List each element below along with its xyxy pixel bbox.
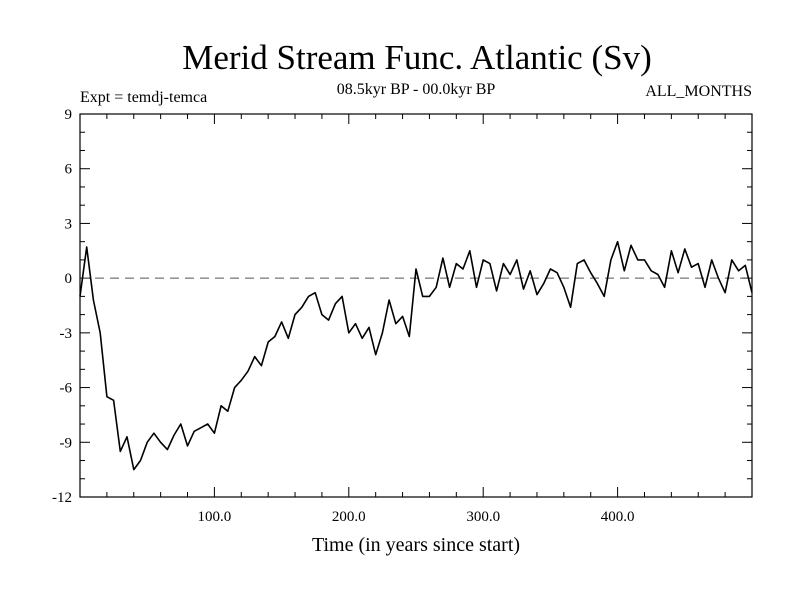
x-tick-label: 200.0 — [332, 509, 366, 525]
months-label: ALL_MONTHS — [645, 83, 752, 100]
y-tick-label: 0 — [65, 271, 73, 287]
y-tick-label: 6 — [65, 162, 73, 178]
x-tick-label: 100.0 — [198, 509, 232, 525]
y-tick-label: -12 — [52, 490, 72, 506]
x-tick-labels: 100.0 200.0 300.0 400.0 — [198, 509, 635, 525]
x-tick-label: 400.0 — [601, 509, 635, 525]
x-axis-label: Time (in years since start) — [312, 534, 520, 556]
chart-title: Merid Stream Func. Atlantic (Sv) — [182, 38, 652, 77]
data-series-line — [79, 240, 753, 471]
y-tick-label: -6 — [60, 381, 73, 397]
y-tick-labels: -12 -9 -6 -3 0 3 6 9 — [52, 107, 73, 506]
time-range-label: 08.5kyr BP - 00.0kyr BP — [337, 81, 496, 98]
y-tick-label: 3 — [65, 216, 73, 232]
plot-frame — [79, 113, 753, 498]
axis-ticks — [80, 113, 752, 498]
x-tick-label: 300.0 — [466, 509, 500, 525]
y-tick-label: 9 — [65, 107, 73, 123]
y-tick-label: -3 — [60, 326, 73, 342]
y-tick-label: -9 — [60, 435, 73, 451]
experiment-label: Expt = temdj-temca — [80, 89, 207, 106]
